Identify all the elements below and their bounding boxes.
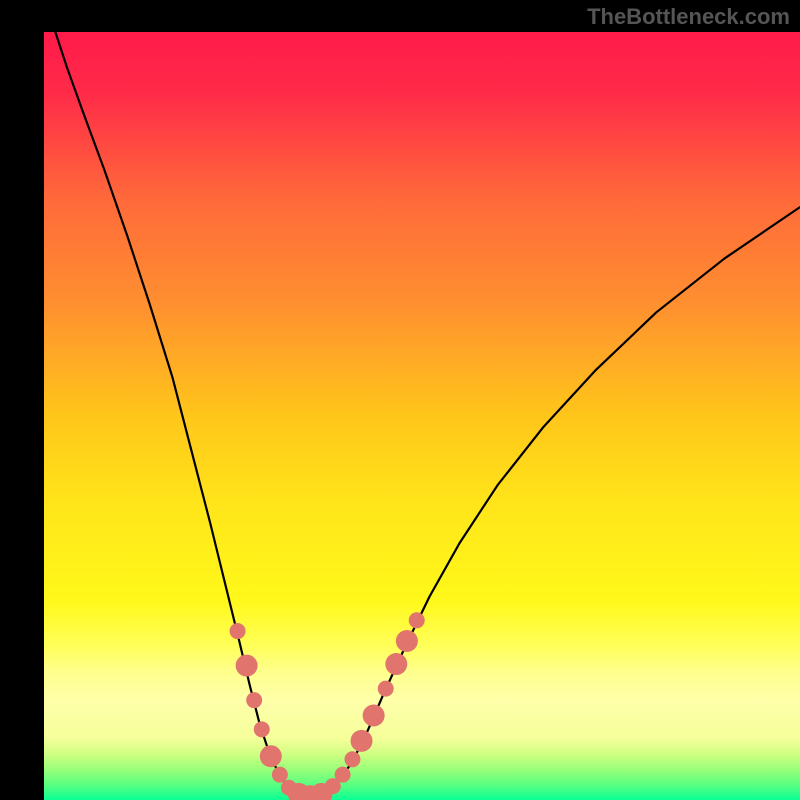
chart-svg bbox=[44, 32, 800, 800]
data-marker bbox=[254, 721, 270, 737]
data-marker bbox=[409, 612, 425, 628]
bottleneck-chart bbox=[44, 32, 800, 800]
data-marker bbox=[385, 653, 407, 675]
data-marker bbox=[363, 705, 385, 727]
data-marker bbox=[396, 630, 418, 652]
chart-background bbox=[44, 32, 800, 800]
data-marker bbox=[230, 623, 246, 639]
data-marker bbox=[236, 655, 258, 677]
data-marker bbox=[246, 692, 262, 708]
data-marker bbox=[272, 767, 288, 783]
watermark-text: TheBottleneck.com bbox=[587, 4, 790, 30]
data-marker bbox=[351, 730, 373, 752]
data-marker bbox=[335, 767, 351, 783]
data-marker bbox=[260, 745, 282, 767]
data-marker bbox=[344, 751, 360, 767]
data-marker bbox=[378, 681, 394, 697]
